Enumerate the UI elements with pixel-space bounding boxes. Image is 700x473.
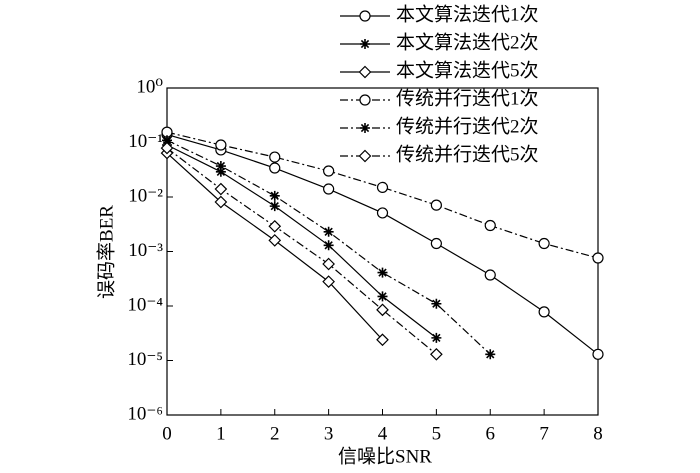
legend-label: 传统并行迭代5次: [396, 143, 539, 165]
marker: [538, 306, 550, 318]
y-tick-label: 10⁻⁴: [127, 294, 163, 315]
marker: [592, 348, 604, 360]
marker: [538, 237, 550, 250]
marker: [430, 237, 442, 250]
marker: [376, 303, 389, 317]
y-tick-label: 10⁻¹: [128, 131, 163, 152]
series-line: [166, 144, 437, 339]
legend-marker: [360, 123, 370, 133]
legend-marker: [358, 65, 372, 79]
marker: [214, 182, 228, 196]
marker: [269, 162, 281, 174]
marker: [485, 349, 496, 360]
marker: [162, 135, 172, 146]
x-tick-label: 1: [216, 423, 226, 444]
marker: [215, 161, 226, 172]
marker: [323, 240, 334, 251]
marker: [376, 207, 389, 219]
y-axis-label: 误码率BER: [95, 205, 117, 299]
marker: [269, 151, 281, 163]
x-axis-label: 信噪比SNR: [338, 445, 432, 467]
marker: [269, 190, 280, 201]
marker: [431, 332, 442, 343]
legend-label: 传统并行迭代2次: [396, 115, 539, 137]
x-tick-label: 2: [270, 423, 280, 444]
marker: [376, 181, 389, 194]
marker: [323, 226, 334, 237]
marker: [322, 257, 335, 271]
x-tick-label: 3: [324, 423, 334, 444]
marker: [269, 201, 280, 212]
legend-marker: [359, 94, 371, 106]
y-tick-label: 10⁻³: [128, 240, 163, 261]
marker: [323, 183, 335, 195]
marker: [215, 166, 226, 177]
marker: [376, 333, 389, 347]
marker: [268, 234, 282, 247]
legend-label: 本文算法迭代2次: [396, 31, 539, 53]
marker: [268, 219, 282, 233]
x-tick-label: 5: [432, 423, 442, 444]
marker: [592, 252, 604, 264]
marker: [323, 165, 335, 177]
legend-label: 本文算法迭代1次: [396, 3, 539, 25]
marker: [484, 269, 496, 281]
series-line: [166, 131, 599, 259]
x-tick-label: 0: [162, 423, 172, 444]
marker: [160, 141, 174, 155]
legend-marker: [358, 149, 372, 163]
legend-label: 本文算法迭代5次: [396, 59, 539, 81]
marker: [377, 267, 388, 278]
marker: [322, 275, 335, 288]
y-tick-label: 10⁻⁵: [127, 349, 163, 370]
x-tick-label: 8: [593, 423, 603, 444]
marker: [215, 139, 227, 151]
y-tick-label: 10⁻²: [128, 185, 163, 206]
legend-marker: [360, 39, 370, 49]
legend-marker: [359, 10, 371, 22]
marker: [377, 291, 388, 302]
x-tick-label: 7: [539, 423, 549, 444]
marker: [214, 195, 228, 209]
y-tick-label: 10⁰: [136, 76, 163, 97]
x-tick-label: 4: [378, 423, 388, 444]
x-tick-label: 6: [486, 423, 496, 444]
marker: [431, 298, 442, 309]
y-tick-label: 10⁻⁶: [127, 403, 163, 424]
marker: [430, 199, 442, 211]
series-line: [166, 133, 599, 355]
series-line: [166, 147, 437, 355]
marker: [484, 219, 496, 232]
legend-label: 传统并行迭代1次: [396, 87, 539, 109]
marker: [430, 347, 443, 361]
